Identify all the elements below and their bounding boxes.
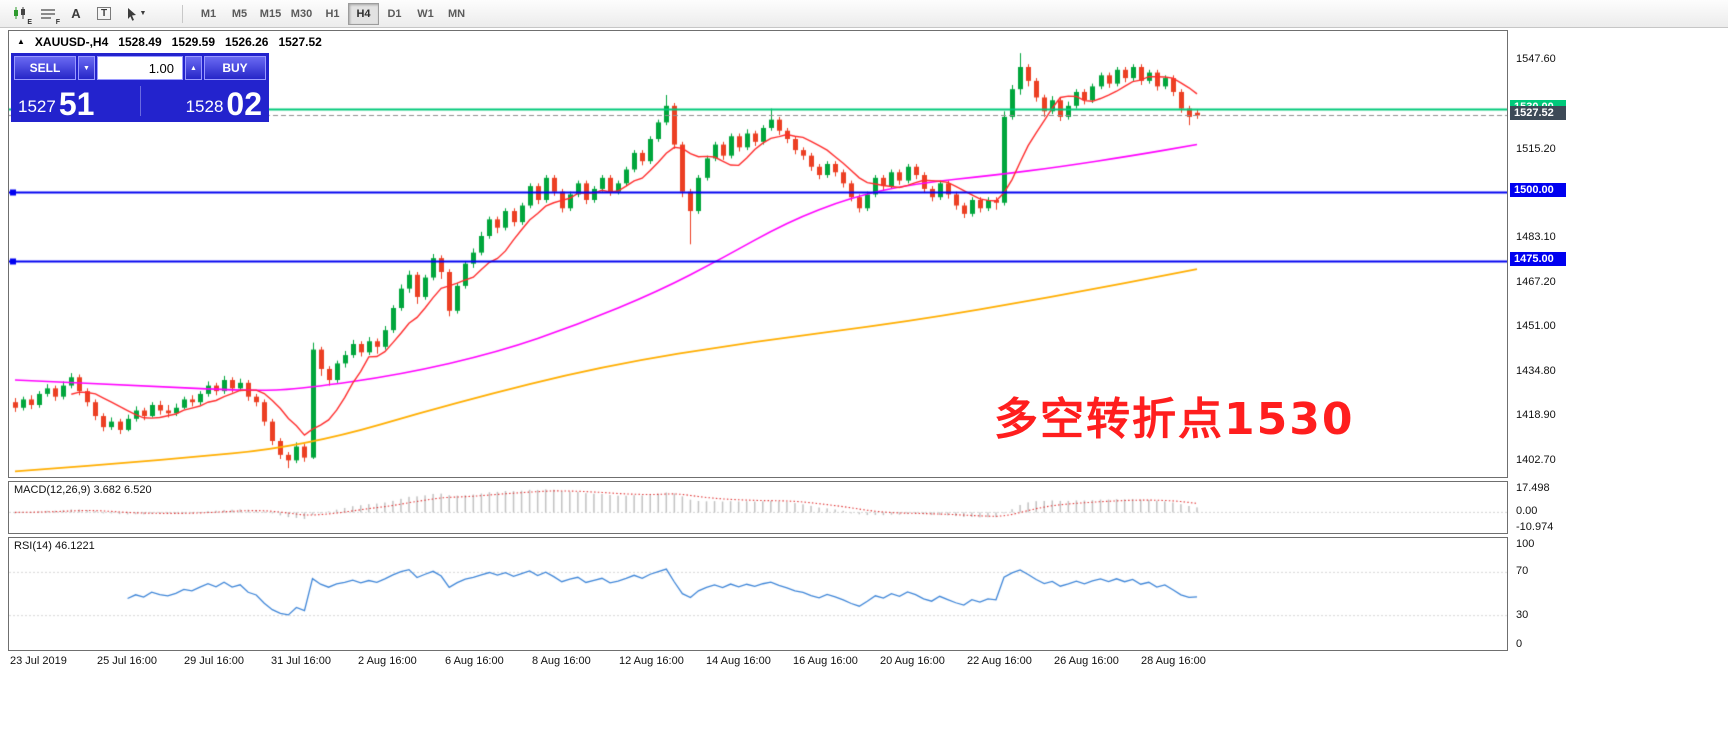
macd-axis-label: -10.974 <box>1516 521 1554 533</box>
time-axis-label: 20 Aug 16:00 <box>880 655 945 667</box>
sell-price-main: 1527 <box>18 97 56 116</box>
candles-glyph <box>13 7 25 19</box>
ohlc-close: 1527.52 <box>278 35 322 49</box>
toolbar-separator <box>182 4 183 23</box>
text-tool-glyph: T <box>96 7 112 20</box>
volume-input[interactable] <box>97 56 183 80</box>
price-axis-label: 1547.60 <box>1516 52 1556 65</box>
price-axis-label: 1467.20 <box>1516 275 1556 288</box>
price-tag[interactable]: 1475.00 <box>1510 251 1566 266</box>
cursor-glyph <box>127 7 136 21</box>
time-axis-label: 26 Aug 16:00 <box>1054 655 1119 667</box>
ohlc-high: 1529.59 <box>171 35 216 49</box>
ohlc-open: 1528.49 <box>118 35 162 49</box>
volume-up-button[interactable]: ▲ <box>185 56 202 80</box>
price-tag[interactable]: 1500.00 <box>1510 182 1566 197</box>
cursor-tool-icon[interactable]: ▼ <box>118 2 154 26</box>
letter-a-glyph: A <box>71 6 81 21</box>
candles-e-icon[interactable]: E <box>6 2 34 26</box>
sell-button[interactable]: SELL <box>14 56 76 80</box>
toolbar: E F A T ▼ M1 M5 M15 M30 H1 H4 <box>0 0 1728 28</box>
symbol-name: XAUUSD-,H4 <box>34 35 109 49</box>
price-divider <box>139 86 141 116</box>
time-axis-label: 28 Aug 16:00 <box>1141 655 1206 667</box>
chart-annotation: 多空转折点1530 <box>994 394 1355 445</box>
lines-glyph <box>41 8 55 19</box>
time-axis-label: 8 Aug 16:00 <box>532 655 591 667</box>
timeframe-button-mn[interactable]: MN <box>447 7 466 20</box>
main-chart-panel: ▲ XAUUSD-,H4 1528.49 1529.59 1526.26 152… <box>8 30 1508 478</box>
time-axis: 23 Jul 2019 25 Jul 16:00 29 Jul 16:00 31 Ju… <box>8 655 1508 671</box>
buy-price: 1528 02 <box>147 85 262 122</box>
timeframe-button-w1[interactable]: W1 <box>417 7 434 20</box>
time-axis-label: 2 Aug 16:00 <box>358 655 417 667</box>
time-axis-label: 23 Jul 2019 <box>10 655 67 667</box>
price-axis-label: 1483.10 <box>1516 231 1556 244</box>
time-axis-label: 14 Aug 16:00 <box>706 655 771 667</box>
macd-canvas[interactable] <box>9 482 1507 533</box>
rsi-canvas[interactable] <box>9 538 1507 650</box>
symbol-ohlc-header: ▲ XAUUSD-,H4 1528.49 1529.59 1526.26 152… <box>17 35 322 49</box>
price-axis-label: 1434.80 <box>1516 365 1556 378</box>
rsi-axis-label: 100 <box>1516 538 1535 550</box>
time-axis-label: 16 Aug 16:00 <box>793 655 858 667</box>
timeframe-button-m5[interactable]: M5 <box>231 7 248 20</box>
price-axis-label: 1451.00 <box>1516 320 1556 333</box>
volume-down-button[interactable]: ▼ <box>78 56 95 80</box>
timeframe-button-m1[interactable]: M1 <box>200 7 217 20</box>
timeframe-button-d1[interactable]: D1 <box>387 7 402 20</box>
macd-axis-label: 0.00 <box>1516 505 1538 518</box>
timeframe-button-h4[interactable]: H4 <box>348 2 379 25</box>
time-axis-label: 25 Jul 16:00 <box>97 655 157 667</box>
letter-a-icon[interactable]: A <box>62 2 90 26</box>
icon-badge-f: F <box>55 18 60 26</box>
macd-label: MACD(12,26,9) 3.682 6.520 <box>14 484 152 496</box>
price-axis-label: 1515.20 <box>1516 142 1556 155</box>
price-axis-label: 1418.90 <box>1516 409 1556 422</box>
time-axis-label: 22 Aug 16:00 <box>967 655 1032 667</box>
sell-price: 1527 51 <box>18 85 134 122</box>
timeframe-button-m15[interactable]: M15 <box>259 7 282 20</box>
timeframe-button-h1[interactable]: H1 <box>325 7 340 20</box>
dropdown-caret-icon: ▼ <box>139 10 147 17</box>
rsi-axis-label: 30 <box>1516 608 1529 621</box>
ohlc-low: 1526.26 <box>225 35 269 49</box>
buy-price-pips: 02 <box>226 85 262 122</box>
time-axis-label: 6 Aug 16:00 <box>445 655 504 667</box>
rsi-panel: RSI(14) 46.1221 <box>8 537 1508 651</box>
text-tool-icon[interactable]: T <box>90 2 118 26</box>
time-axis-label: 29 Jul 16:00 <box>184 655 244 667</box>
buy-button[interactable]: BUY <box>204 56 266 80</box>
symbol-marker-icon: ▲ <box>17 37 25 46</box>
icon-badge-e: E <box>27 18 32 26</box>
price-axis-label: 1402.70 <box>1516 454 1556 467</box>
macd-axis-label: 17.498 <box>1516 482 1550 494</box>
rsi-label: RSI(14) 46.1221 <box>14 540 95 552</box>
rsi-axis-label: 70 <box>1516 565 1529 578</box>
one-click-trading-widget: SELL ▼ ▲ BUY 1527 51 1528 02 <box>11 53 269 122</box>
time-axis-label: 12 Aug 16:00 <box>619 655 684 667</box>
time-axis-label: 31 Jul 16:00 <box>271 655 331 667</box>
lines-f-icon[interactable]: F <box>34 2 62 26</box>
price-axis: 1547.60 1515.20 1483.10 1467.20 1451.00 1434.… <box>1510 0 1728 744</box>
price-tag: 1527.52 <box>1510 106 1566 121</box>
timeframe-button-m30[interactable]: M30 <box>290 7 313 20</box>
macd-panel: MACD(12,26,9) 3.682 6.520 <box>8 481 1508 534</box>
sell-price-pips: 51 <box>58 85 95 122</box>
buy-price-main: 1528 <box>185 97 224 116</box>
rsi-axis-label: 0 <box>1516 638 1523 650</box>
